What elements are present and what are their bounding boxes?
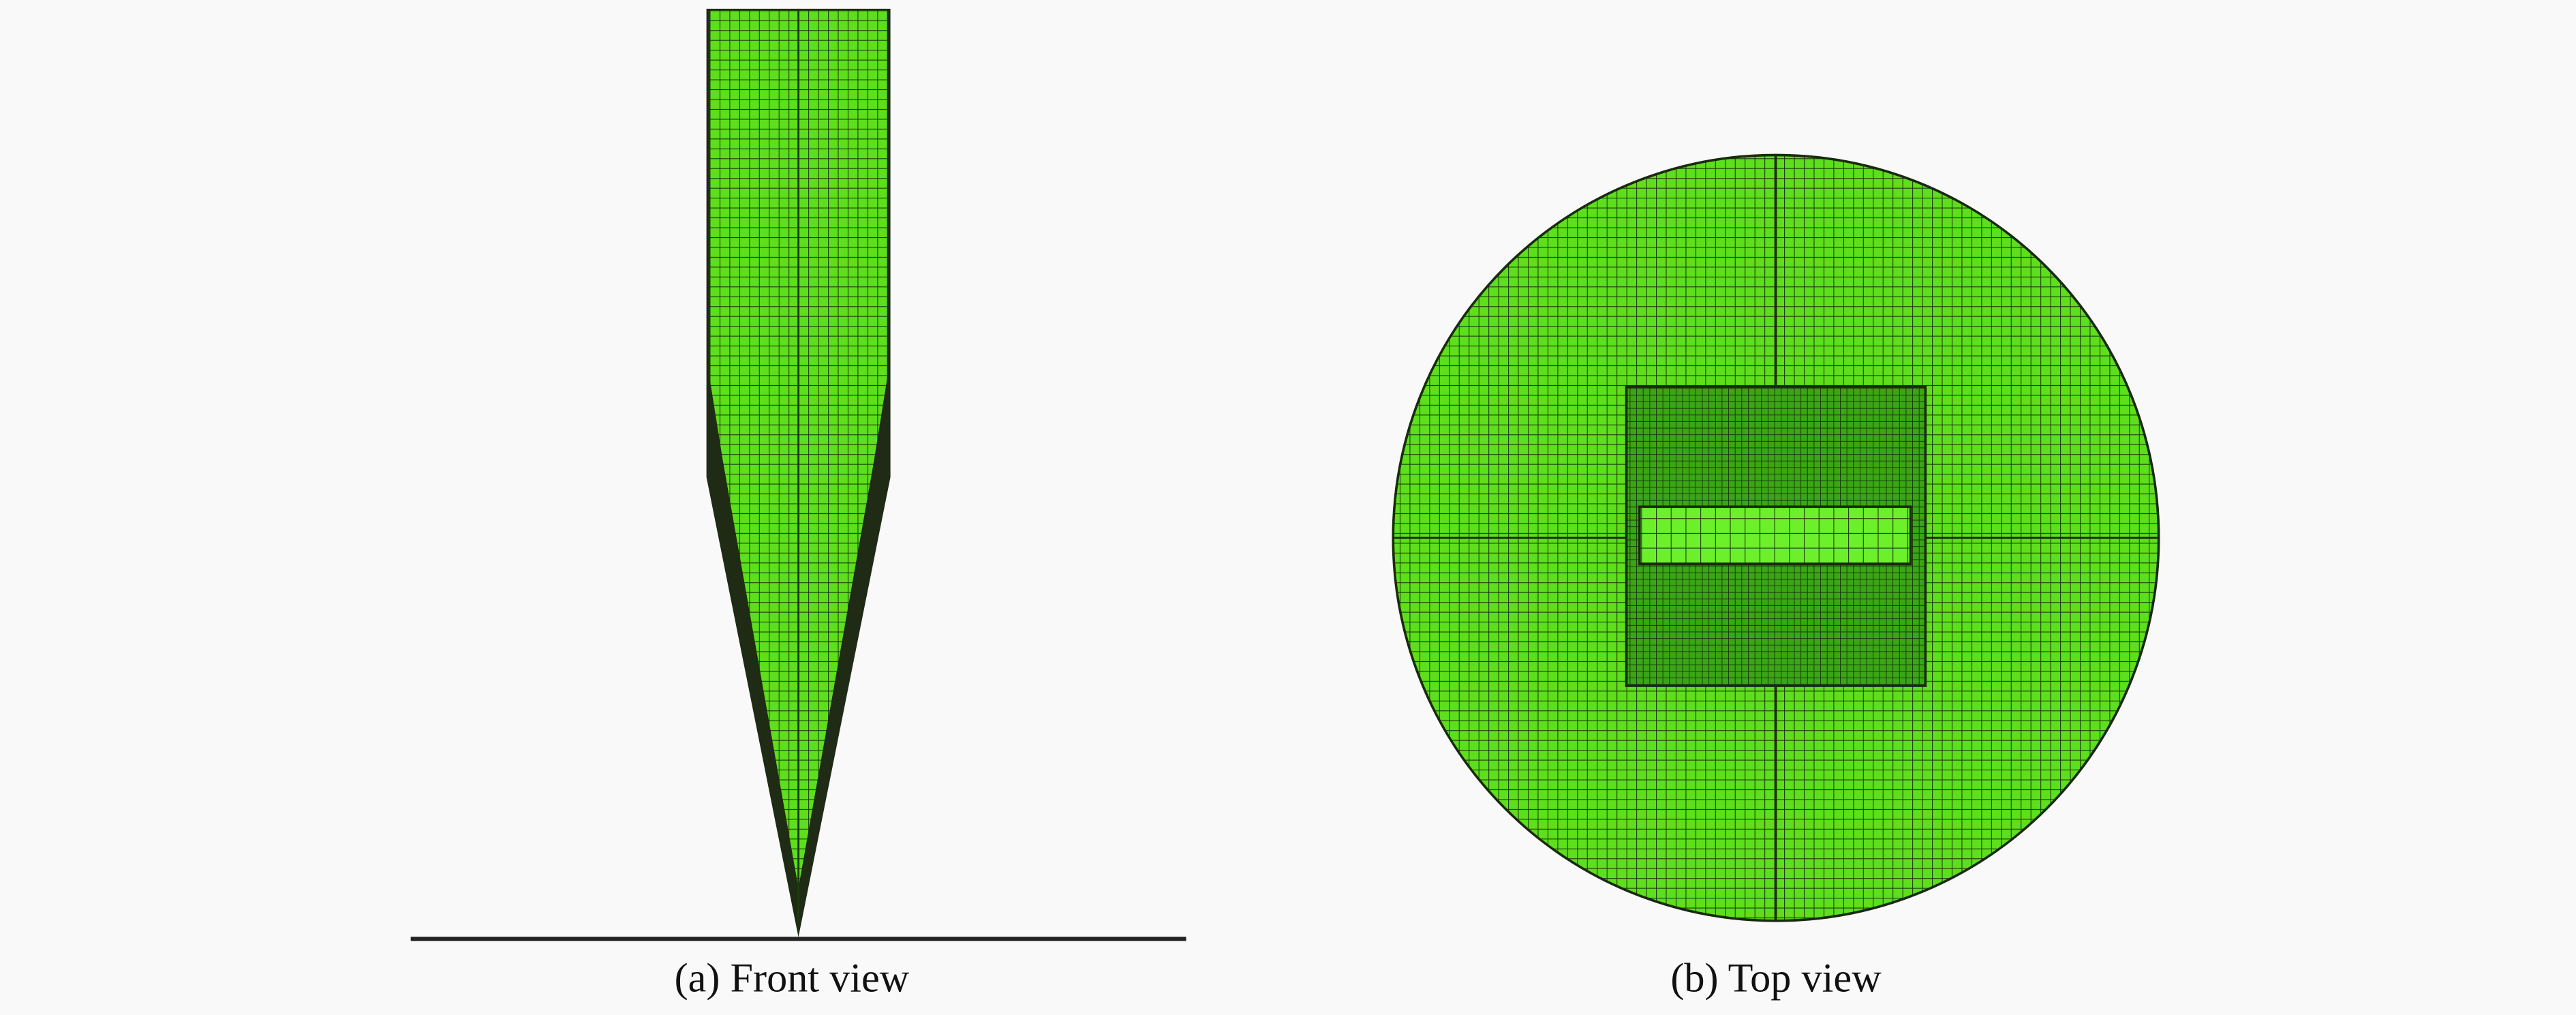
caption: (a) Front view	[675, 955, 910, 1001]
top-view: (b) Top view	[1392, 153, 2160, 1001]
projectile-section	[1638, 505, 1912, 566]
caption: (b) Top view	[1670, 955, 1882, 1001]
front-view: (a) Front view	[410, 8, 1186, 1001]
